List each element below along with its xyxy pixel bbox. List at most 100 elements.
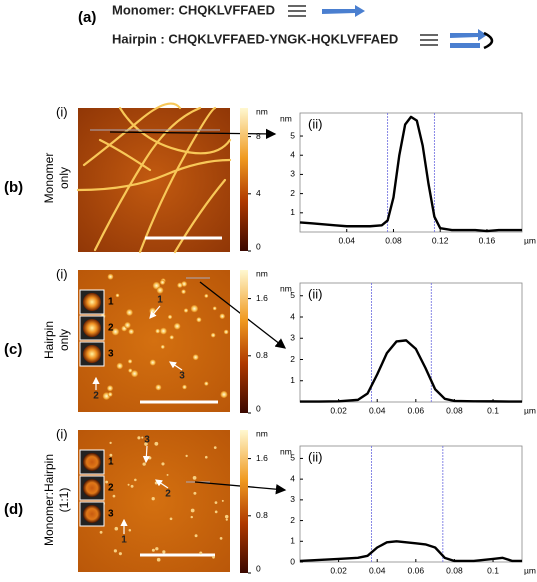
- colorbar-tick-label: 0: [256, 241, 261, 251]
- particle: [155, 384, 162, 391]
- particle: [128, 528, 132, 532]
- y-tick-label: 5: [290, 130, 295, 140]
- panel-label: (a): [78, 9, 96, 26]
- inset-label: 2: [108, 483, 114, 494]
- particle: [107, 385, 114, 392]
- x-tick-label: 0.16: [479, 235, 496, 245]
- inset-label: 3: [108, 349, 114, 360]
- particle: [159, 279, 166, 285]
- particle-arrow: [142, 445, 150, 464]
- particle: [107, 392, 113, 397]
- y-tick-label: 2: [290, 515, 295, 525]
- colorbar-unit: nm: [256, 268, 268, 278]
- x-tick-label: 0.04: [369, 565, 386, 575]
- particle: [219, 536, 223, 540]
- y-tick-label: 3: [290, 333, 295, 343]
- particle: [183, 308, 189, 313]
- particle: [126, 309, 133, 316]
- x-tick-label: 0.08: [446, 405, 463, 415]
- x-tick-label: 0.08: [446, 565, 463, 575]
- y-tick-label: 1: [290, 375, 295, 385]
- afm-image: [76, 102, 232, 254]
- particle: [182, 384, 187, 390]
- arrow-label: 1: [121, 535, 127, 546]
- particle: [190, 515, 193, 519]
- particle: [190, 508, 195, 513]
- particle: [169, 517, 173, 521]
- particle: [156, 557, 161, 562]
- particle: [204, 381, 209, 386]
- x-unit: µm: [524, 565, 536, 575]
- y-unit: nm: [280, 283, 292, 293]
- particle: [221, 499, 224, 502]
- particle: [112, 494, 116, 498]
- colorbar: [240, 108, 248, 251]
- colorbar-tick-label: 0.8: [256, 350, 268, 360]
- y-tick-label: 4: [290, 311, 295, 321]
- particle: [134, 478, 137, 482]
- inset-label: 3: [108, 509, 114, 520]
- particle: [204, 293, 209, 298]
- y-tick-label: 1: [290, 536, 295, 546]
- x-tick-label: 0.04: [338, 235, 355, 245]
- y-tick-label: 5: [290, 290, 295, 300]
- plot-frame: [299, 112, 523, 233]
- profile-line: [299, 540, 522, 563]
- particle: [192, 354, 199, 361]
- colorbar-tick-label: 0.8: [256, 510, 268, 520]
- monomer-icon: [322, 5, 365, 17]
- particle: [220, 390, 228, 399]
- particle-arrow: [149, 305, 161, 319]
- y-tick-label: 1: [290, 207, 295, 217]
- particle: [177, 282, 183, 288]
- particle: [181, 289, 186, 295]
- equiv-symbol: [288, 5, 438, 46]
- hairpin-icon: [450, 29, 494, 50]
- particle: [114, 526, 119, 531]
- particle: [199, 551, 203, 555]
- particle: [144, 442, 148, 446]
- particle: [151, 548, 155, 552]
- particle: [155, 328, 161, 334]
- particle: [214, 510, 218, 514]
- inset-label: 2: [108, 323, 114, 334]
- particle: [109, 453, 113, 457]
- particle: [115, 293, 120, 298]
- particle: [166, 473, 169, 476]
- y-tick-label: 5: [290, 453, 295, 463]
- inset-particle: [83, 479, 101, 497]
- particle: [225, 518, 228, 521]
- arrow-label: 2: [93, 391, 99, 402]
- colorbar-unit: nm: [256, 106, 268, 116]
- y-tick-label: 4: [290, 473, 295, 483]
- particle: [127, 359, 133, 364]
- particle: [131, 370, 139, 378]
- particle: [127, 483, 130, 486]
- plot-frame: [299, 282, 523, 403]
- particle: [148, 456, 152, 460]
- particle: [155, 547, 159, 551]
- particle: [128, 328, 135, 335]
- particle: [194, 534, 198, 538]
- particle: [107, 273, 114, 280]
- particle: [181, 281, 188, 287]
- particle-arrow: [169, 361, 183, 371]
- profile-line: [299, 115, 522, 233]
- panel-label: (c): [4, 341, 22, 358]
- particle: [193, 491, 197, 495]
- particle: [111, 327, 120, 336]
- side-label: (1:1): [57, 488, 71, 513]
- particle: [224, 514, 229, 519]
- colorbar-tick-label: 4: [256, 188, 261, 198]
- x-unit: µm: [524, 405, 536, 415]
- panel-label: (d): [4, 501, 23, 518]
- particle: [212, 306, 217, 311]
- side-label: Monomer:Hairpin: [42, 454, 56, 546]
- x-tick-label: 0.06: [408, 405, 425, 415]
- y-unit: nm: [280, 113, 292, 123]
- particle-arrow: [155, 479, 169, 489]
- image-label: (i): [56, 104, 68, 119]
- particle: [149, 307, 157, 315]
- particle: [124, 321, 131, 329]
- arrow-label: 3: [179, 371, 185, 382]
